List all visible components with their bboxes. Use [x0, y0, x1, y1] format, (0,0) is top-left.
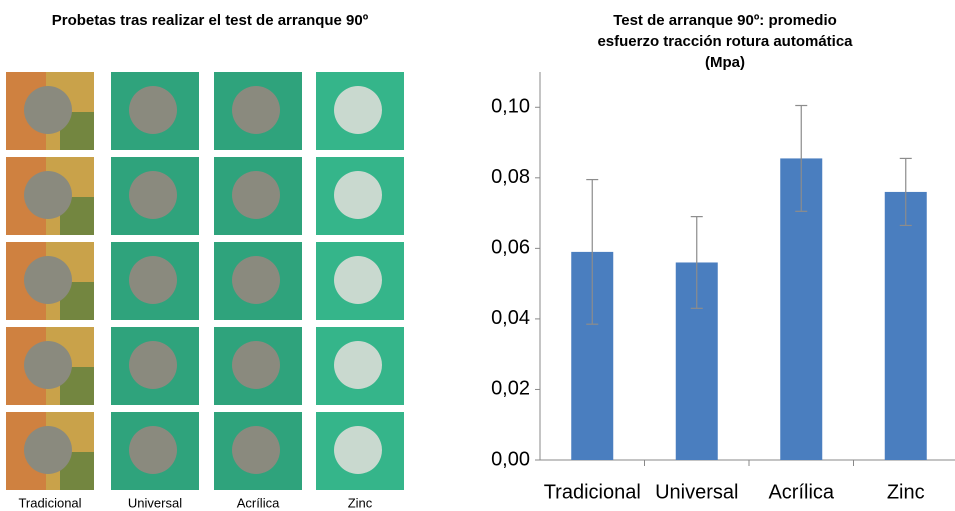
- pull-off-area: [129, 86, 177, 134]
- chart-title: Test de arranque 90º: promedio esfuerzo …: [590, 10, 860, 73]
- x-tick-label: Universal: [655, 481, 738, 503]
- pull-off-area: [334, 426, 382, 474]
- y-tick-label: 0,04: [491, 307, 530, 329]
- pull-off-area: [232, 426, 280, 474]
- photo-label: Acrílica: [237, 495, 280, 510]
- photo-label: Universal: [128, 495, 182, 510]
- pull-off-area: [232, 341, 280, 389]
- photo-label: Tradicional: [18, 495, 81, 510]
- pull-off-area: [129, 341, 177, 389]
- pull-off-area: [129, 426, 177, 474]
- pull-off-area: [334, 341, 382, 389]
- figure: Tradicional Universal Acrílica Zinc 0,00 0,02…: [0, 0, 955, 511]
- pull-off-area: [334, 86, 382, 134]
- pull-off-area: [24, 256, 72, 304]
- pull-off-area: [334, 171, 382, 219]
- photo-label: Zinc: [348, 495, 373, 510]
- pull-off-area: [232, 86, 280, 134]
- pull-off-area: [24, 341, 72, 389]
- pull-off-area: [24, 86, 72, 134]
- pull-off-area: [129, 256, 177, 304]
- y-tick-label: 0,08: [491, 166, 530, 188]
- bar: [885, 192, 927, 460]
- x-tick-label: Tradicional: [544, 481, 641, 503]
- x-tick-label: Acrílica: [768, 481, 834, 503]
- photo-title: Probetas tras realizar el test de arranq…: [50, 10, 370, 31]
- pull-off-area: [334, 256, 382, 304]
- chart: Tradicional Universal Acrílica Zinc 0,00 0,02…: [0, 0, 955, 511]
- pull-off-area: [129, 171, 177, 219]
- pull-off-area: [24, 171, 72, 219]
- y-tick-label: 0,10: [491, 96, 530, 118]
- y-tick-label: 0,00: [491, 448, 530, 470]
- pull-off-area: [232, 171, 280, 219]
- pull-off-area: [24, 426, 72, 474]
- x-tick-label: Zinc: [887, 481, 925, 503]
- y-tick-label: 0,06: [491, 237, 530, 259]
- y-tick-label: 0,02: [491, 378, 530, 400]
- pull-off-area: [232, 256, 280, 304]
